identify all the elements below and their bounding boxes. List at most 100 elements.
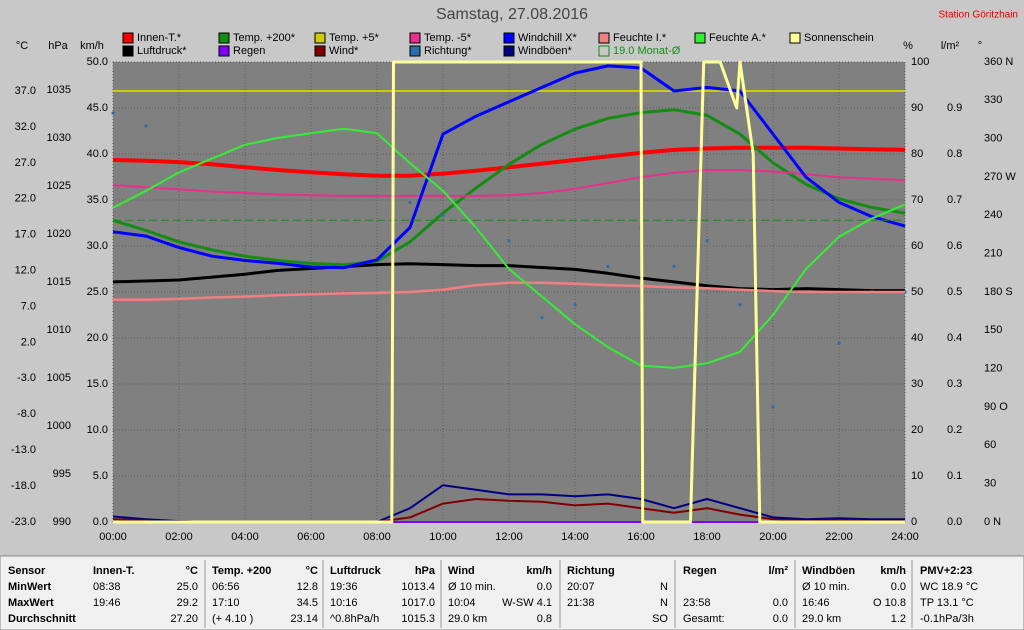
legend-swatch: [122, 32, 134, 44]
data-point: [507, 239, 511, 243]
legend-label: Temp. +200*: [233, 32, 296, 44]
x-tick-label: 16:00: [627, 531, 655, 543]
legend-swatch: [218, 32, 230, 44]
axis-unit: %: [903, 40, 913, 52]
data-point: [738, 303, 742, 307]
data-point: [111, 111, 115, 115]
legend-swatch: [598, 32, 610, 44]
table-cell: 19:36: [330, 581, 358, 593]
y-tick-label: 1025: [47, 180, 71, 192]
legend-label: Temp. -5*: [424, 32, 472, 44]
row-label: MaxWert: [8, 597, 54, 609]
table-cell: ^0.8hPa/h: [330, 613, 379, 625]
series-line: [112, 127, 906, 369]
table-cell: 1017.0: [401, 597, 435, 609]
y-tick-label: 1030: [47, 132, 71, 144]
table-header-unit: km/h: [880, 565, 906, 577]
data-point: [408, 200, 412, 205]
table-cell: N: [660, 581, 668, 593]
y-tick-label: 20: [911, 424, 923, 436]
data-point: [606, 264, 610, 269]
legend-swatch: [789, 32, 801, 44]
table-cell: SO: [652, 613, 668, 625]
table-cell: 20:07: [567, 581, 595, 593]
y-tick-label: 0.6: [947, 240, 962, 252]
y-tick-label: 25.0: [87, 286, 108, 298]
row-label: MinWert: [8, 581, 52, 593]
series-line: [113, 60, 905, 524]
axis-unit: °: [978, 40, 982, 52]
x-tick-label: 22:00: [825, 531, 853, 543]
legend-swatch: [218, 45, 230, 57]
axis-unit: km/h: [80, 40, 104, 52]
y-tick-label: 270 W: [984, 171, 1016, 183]
table-cell: 1.2: [891, 613, 906, 625]
table-cell: (+ 4.10 ): [212, 613, 253, 625]
series-line: [112, 108, 906, 267]
table-cell: N: [660, 597, 668, 609]
table-cell: W-SW 4.1: [502, 597, 552, 609]
legend-label: Sonnenschein: [804, 32, 874, 44]
y-tick-label: 995: [53, 468, 71, 480]
y-tick-label: 30.0: [87, 240, 108, 252]
y-tick-label: 360 N: [984, 56, 1013, 68]
table-header: PMV+2:23: [920, 565, 972, 577]
table-cell: 1015.3: [401, 613, 435, 625]
table-cell: 34.5: [297, 597, 318, 609]
legend-label: Regen: [233, 45, 265, 57]
y-tick-label: 0.8: [947, 148, 962, 160]
table-cell: 12.8: [297, 581, 318, 593]
table-cell: O 10.8: [873, 597, 906, 609]
table-cell: 27.20: [170, 613, 198, 625]
table-cell: 06:56: [212, 581, 240, 593]
y-tick-label: 0 N: [984, 516, 1001, 528]
y-tick-label: 0: [911, 516, 917, 528]
station: Station Göritzhain: [939, 10, 1019, 21]
table-cell: TP 13.1 °C: [920, 597, 974, 609]
table-header-unit: °C: [186, 565, 198, 577]
y-tick-label: -18.0: [11, 480, 36, 492]
series-line: [112, 169, 906, 197]
y-tick-label: 30: [984, 478, 996, 490]
y-tick-label: 990: [53, 516, 71, 528]
table-header-unit: km/h: [526, 565, 552, 577]
legend-label: Richtung*: [424, 45, 472, 57]
y-tick-label: 40.0: [87, 148, 108, 160]
y-tick-label: 60: [984, 439, 996, 451]
y-tick-label: 0.7: [947, 194, 962, 206]
table-cell: 21:38: [567, 597, 595, 609]
table-cell: 10:04: [448, 597, 476, 609]
table-cell: 08:38: [93, 581, 121, 593]
table-header-unit: °C: [306, 565, 318, 577]
table-background: [0, 555, 1024, 630]
y-tick-label: 70: [911, 194, 923, 206]
x-tick-label: 18:00: [693, 531, 721, 543]
y-tick-label: 27.0: [15, 157, 36, 169]
y-tick-label: 1015: [47, 276, 71, 288]
legend-label: Feuchte I.*: [613, 32, 667, 44]
table-cell: -0.1hPa/3h: [920, 613, 974, 625]
table-cell: 0.8: [537, 613, 552, 625]
series-line: [113, 281, 905, 302]
legend-swatch: [503, 32, 515, 44]
y-tick-label: 1000: [47, 420, 71, 432]
y-tick-label: 90 O: [984, 401, 1008, 413]
data-point: [540, 315, 544, 320]
y-tick-label: 17.0: [15, 229, 36, 241]
table-header-unit: l/m²: [768, 565, 788, 577]
y-tick-label: 32.0: [15, 121, 36, 133]
y-tick-label: 180 S: [984, 286, 1013, 298]
data-point: [837, 341, 841, 345]
axis-unit: °C: [16, 40, 28, 52]
x-tick-label: 06:00: [297, 531, 325, 543]
y-tick-label: 37.0: [15, 85, 36, 97]
x-tick-label: 08:00: [363, 531, 391, 543]
legend-label: Feuchte A.*: [709, 32, 767, 44]
y-tick-label: 0.2: [947, 424, 962, 436]
y-tick-label: 0.9: [947, 102, 962, 114]
table-cell: 16:46: [802, 597, 830, 609]
table-header-unit: hPa: [415, 565, 436, 577]
table-cell: 29.0 km: [448, 613, 487, 625]
axis-unit: hPa: [48, 40, 68, 52]
